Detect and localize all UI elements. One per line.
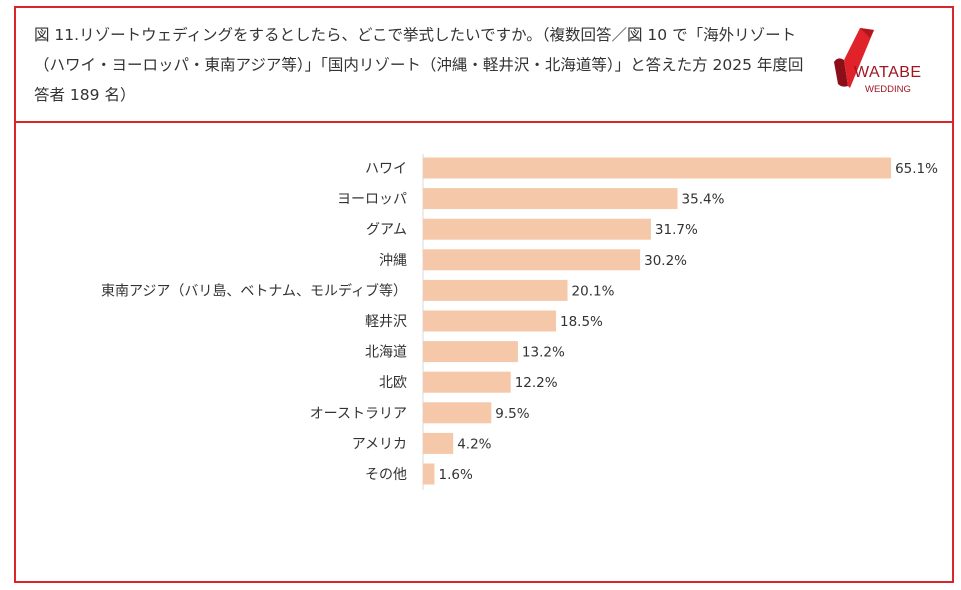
category-label: グアム bbox=[366, 222, 407, 238]
category-label: ハワイ bbox=[365, 161, 407, 177]
category-label: アメリカ bbox=[352, 436, 407, 452]
bar bbox=[423, 432, 454, 454]
data-label: 12.2% bbox=[515, 375, 558, 391]
data-label: 1.6% bbox=[439, 467, 473, 483]
category-label: ヨーロッパ bbox=[337, 192, 407, 208]
bar bbox=[423, 279, 568, 301]
category-label: その他 bbox=[365, 467, 407, 483]
data-label: 4.2% bbox=[457, 436, 491, 452]
category-label: 軽井沢 bbox=[365, 314, 407, 330]
category-label: 北海道 bbox=[365, 345, 407, 361]
bar bbox=[423, 157, 892, 179]
figure-title: 図 11.リゾートウェディングをするとしたら、どこで挙式したいですか。（複数回答… bbox=[34, 26, 804, 104]
data-label: 31.7% bbox=[655, 222, 698, 238]
bar-chart: ハワイ 65.1% ヨーロッパ 35.4% グアム 31.7% 沖縄 30.2% 東南アジア（バ… bbox=[101, 154, 938, 490]
data-label: 13.2% bbox=[522, 345, 565, 361]
watabe-wedding-logo: WATABE WEDDING bbox=[812, 26, 942, 96]
data-label: 18.5% bbox=[560, 314, 603, 330]
bar bbox=[423, 341, 518, 363]
bar bbox=[423, 463, 435, 485]
bar bbox=[423, 188, 678, 210]
data-label: 65.1% bbox=[895, 161, 938, 177]
category-label: 沖縄 bbox=[379, 253, 407, 269]
chart-box: ハワイ 65.1% ヨーロッパ 35.4% グアム 31.7% 沖縄 30.2% 東南アジア（バ… bbox=[14, 121, 954, 583]
bar bbox=[423, 310, 557, 332]
data-label: 9.5% bbox=[495, 406, 529, 422]
bar bbox=[423, 249, 641, 271]
data-label: 35.4% bbox=[682, 192, 725, 208]
data-label: 20.1% bbox=[572, 283, 615, 299]
data-label: 30.2% bbox=[644, 253, 687, 269]
bar bbox=[423, 402, 492, 424]
bar bbox=[423, 371, 511, 393]
logo-subtext: WEDDING bbox=[865, 84, 911, 95]
logo-check-icon bbox=[834, 28, 874, 88]
bar bbox=[423, 218, 651, 240]
header-box: 図 11.リゾートウェディングをするとしたら、どこで挙式したいですか。（複数回答… bbox=[14, 6, 954, 123]
category-label: 東南アジア（バリ島、ベトナム、モルディブ等） bbox=[101, 282, 407, 299]
category-label: オーストラリア bbox=[310, 406, 407, 422]
category-label: 北欧 bbox=[379, 375, 407, 391]
logo-text: WATABE bbox=[854, 64, 922, 81]
